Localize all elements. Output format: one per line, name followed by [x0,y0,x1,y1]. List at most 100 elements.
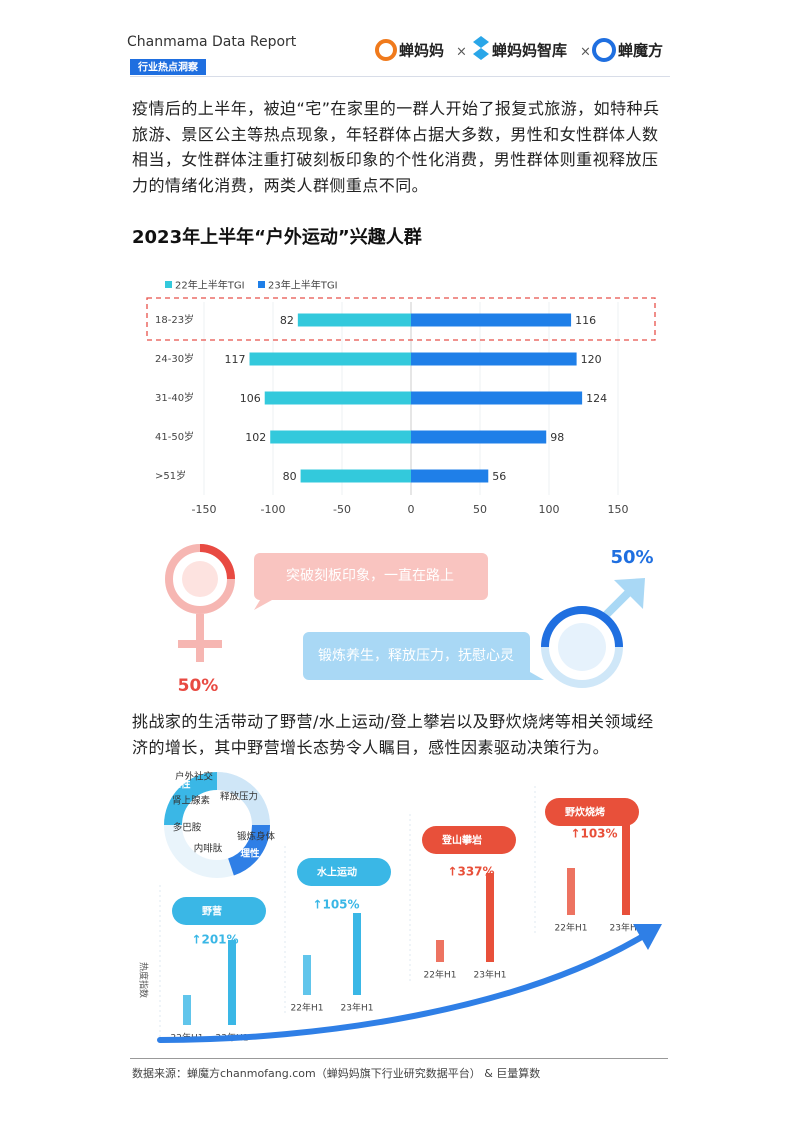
y-tick-label: >51岁 [155,469,186,482]
motive-label: 理性 [240,848,260,860]
category-name: 登山攀岩 [441,834,482,847]
logo-icon [375,39,397,61]
intro-paragraph: 疫情后的上半年，被迫“宅”在家里的一群人开始了报复式旅游，如特种兵旅游、景区公主… [132,99,660,195]
value-label: 106 [240,392,261,405]
heat-bar [567,868,575,915]
y-tick-label: 31-40岁 [155,391,194,404]
category-pill [172,897,266,925]
legend-label: 22年上半年TGI [175,279,245,292]
female-quote: 突破刻板印象，一直在路上 [286,567,454,584]
donut-segment [227,824,271,876]
heat-bar [303,955,311,995]
chart: -150 -100 -50 0 50 100 150 22年上半年TGI 23年上半年TGI 18… [155,279,629,517]
category-pill [545,798,639,826]
y-tick-label: 18-23岁 [155,313,194,326]
value-label: 124 [586,392,607,405]
bar [264,391,411,405]
footer-rule [130,1058,668,1059]
category-name: 野炊烧烤 [565,806,605,819]
logo-sep: × [580,45,591,60]
female-cross [178,640,222,648]
logo: 蝉妈妈 [399,42,444,60]
female-ring-accent [199,544,235,580]
growth-label: ↑103% [570,827,617,841]
brand: Chanmama Data Report [127,34,297,50]
logo: 蝉魔方 [618,42,663,60]
category-pill [422,826,516,854]
female-cross [196,614,204,662]
period-label: 23年H1 [474,969,507,981]
bar [249,352,411,366]
female-share: 50% [178,676,219,696]
x-tick-label: -150 [192,503,217,516]
x-tick-label: 100 [539,503,560,516]
value-label: 82 [280,314,294,327]
motive-label: 感性 [171,779,191,791]
y-tick-label: 24-30岁 [155,352,194,365]
period-label: 22年H1 [555,922,588,934]
x-tick-label: 150 [608,503,629,516]
motive-label: 多巴胺 [173,822,202,834]
male-quote: 锻炼养生，释放压力，抚慰心灵 [318,647,514,664]
heat-bar [228,940,236,1025]
heat-bar [436,940,444,962]
growth-paragraph: 挑战家的生活带动了野营/水上运动/登上攀岩以及野炊烧烤等相关领域经济的增长，其中… [132,712,654,757]
value-label: 80 [283,470,297,483]
x-tick-label: -100 [261,503,286,516]
motive-label: 锻炼身体 [237,831,276,843]
growth-label: ↑105% [312,898,359,912]
bar [297,313,411,327]
logo-sep: × [456,45,467,60]
bar [411,469,489,483]
bar [411,430,547,444]
legend-swatch [165,281,172,288]
bar [411,313,572,327]
y-tick-label: 41-50岁 [155,430,194,443]
bar [411,352,577,366]
motive-label: 内啡肽 [194,843,223,855]
x-tick-label: -50 [333,503,351,516]
motive-label: 释放压力 [220,791,258,803]
value-label: 98 [550,431,564,444]
logo-icon [592,38,616,62]
heat-bar [622,820,630,915]
female-avatar [182,561,218,597]
tag: 行业热点洞察 [137,61,199,74]
trend-arrow [157,932,648,1043]
female-bubble [254,553,488,610]
legend-label: 23年上半年TGI [268,279,338,292]
value-label: 56 [492,470,506,483]
male-avatar [558,623,606,671]
period-label: 23年H1 [341,1002,374,1014]
legend-swatch [258,281,265,288]
period-label: 22年H1 [291,1002,324,1014]
axis-label: 热度指数 [138,962,150,998]
motive-label: 肾上腺素 [172,795,211,807]
logo-icon [473,36,489,60]
trend-arrow-head [633,924,662,950]
value-label: 102 [245,431,266,444]
heat-bar [486,873,494,962]
x-tick-label: 0 [408,503,415,516]
x-tick-label: 50 [473,503,487,516]
category-name: 野营 [202,905,222,918]
male-arrow [601,590,631,620]
donut-segment [216,772,270,826]
male-bubble [303,632,544,680]
tag-bg [130,59,206,75]
bar [300,469,411,483]
period-label: 22年H1 [424,969,457,981]
bar [270,430,411,444]
category-name: 水上运动 [316,866,357,879]
donut-segment [164,772,218,826]
category-pill [297,858,391,886]
logo: 蝉妈妈智库 [492,42,567,60]
motive-label: 户外社交 [175,771,214,783]
value-label: 116 [575,314,596,327]
infographic: 热度指数 野营 ↑201% 22年H1 23年H1 水上运动 ↑105% 22年H1 23年H1… [138,786,642,1045]
bar [411,391,583,405]
highlight-box [146,297,656,341]
value-label: 117 [225,353,246,366]
